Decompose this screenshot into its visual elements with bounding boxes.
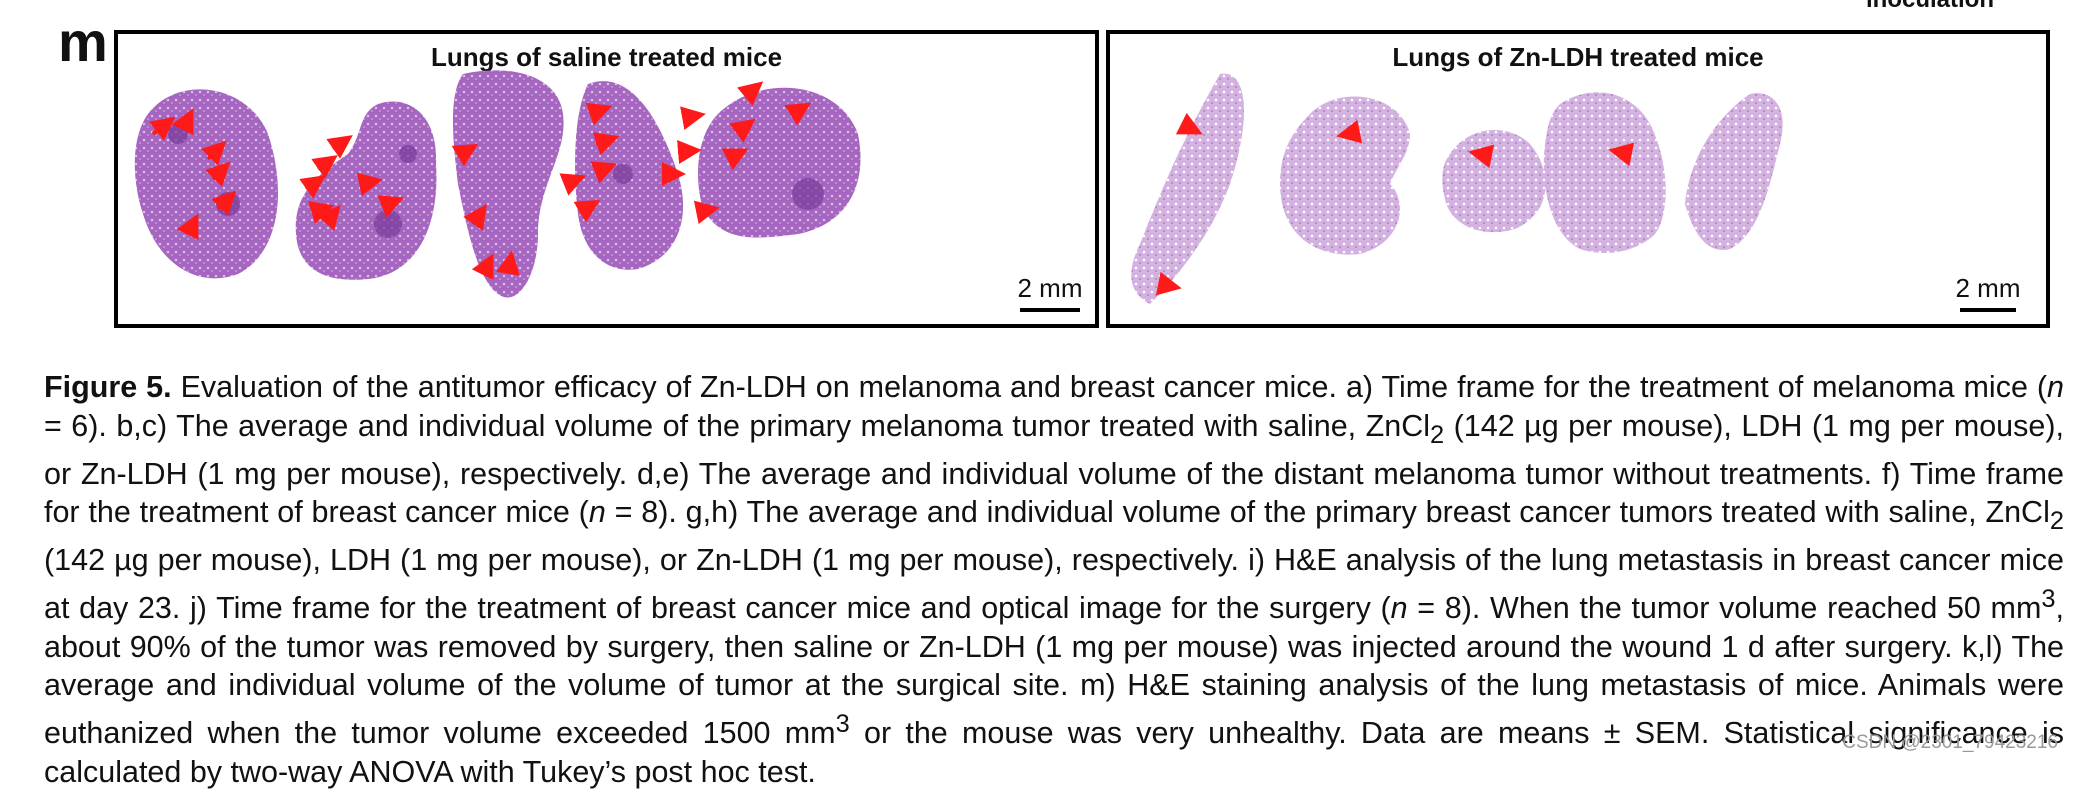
caption-n-var: n <box>2047 370 2065 404</box>
csdn-watermark: CSDN @2301_79423216 <box>1842 732 2058 753</box>
saline-panel-title: Lungs of saline treated mice <box>430 42 783 72</box>
saline-lung-sections <box>134 70 861 298</box>
caption-text: , about 90% of the tumor was removed by … <box>44 590 2064 751</box>
caption-text: = 8). g,h) The average and individual vo… <box>605 495 2050 530</box>
caption-sub: 2 <box>1430 420 1445 449</box>
saline-lung-1 <box>134 89 278 279</box>
caption-n-var: n <box>1390 590 1408 625</box>
caption-text: Evaluation of the antitumor efficacy of … <box>171 370 2048 404</box>
inoculation-label-cut: inoculation <box>1866 0 1994 14</box>
caption-label: Figure 5. <box>44 370 172 404</box>
zn-scale-bar: 2 mm <box>1950 273 2026 312</box>
figure-caption: Figure 5. Evaluation of the antitumor ef… <box>44 368 2064 792</box>
saline-scale-bar: 2 mm <box>1015 273 1085 312</box>
zn-scale-label: 2 mm <box>1955 273 2021 303</box>
saline-lung-2 <box>295 101 437 280</box>
zn-lung-1 <box>1131 73 1244 304</box>
zn-lung-3 <box>1442 130 1546 233</box>
saline-lung-3 <box>453 70 564 298</box>
caption-sub: 2 <box>2049 507 2064 536</box>
caption-sup: 3 <box>835 709 850 738</box>
zn-lung-sections <box>1131 73 1783 304</box>
caption-sup: 3 <box>2041 584 2056 613</box>
zn-panel: Lungs of Zn-LDH treated mice 2 mm <box>1106 30 2050 328</box>
caption-n-var: n <box>588 495 606 530</box>
zn-lung-4 <box>1543 92 1666 254</box>
saline-panel: Lungs of saline treated mice <box>114 30 1099 328</box>
zn-lung-2 <box>1280 96 1410 255</box>
caption-text: = 8). When the tumor volume reached 50 m… <box>1407 590 2042 625</box>
panel-letter: m <box>58 10 108 73</box>
zn-panel-title: Lungs of Zn-LDH treated mice <box>1392 42 1764 72</box>
caption-text: (142 µg per mouse), LDH (1 mg per mouse)… <box>44 543 2064 625</box>
saline-scale-label: 2 mm <box>1017 273 1083 303</box>
zn-lung-5 <box>1685 93 1783 250</box>
caption-text: = 6). b,c) The average and individual vo… <box>44 408 1431 443</box>
saline-lung-5 <box>698 87 861 238</box>
caption-text: (142 µg per mouse), LDH (1 mg per mouse)… <box>44 408 2064 530</box>
